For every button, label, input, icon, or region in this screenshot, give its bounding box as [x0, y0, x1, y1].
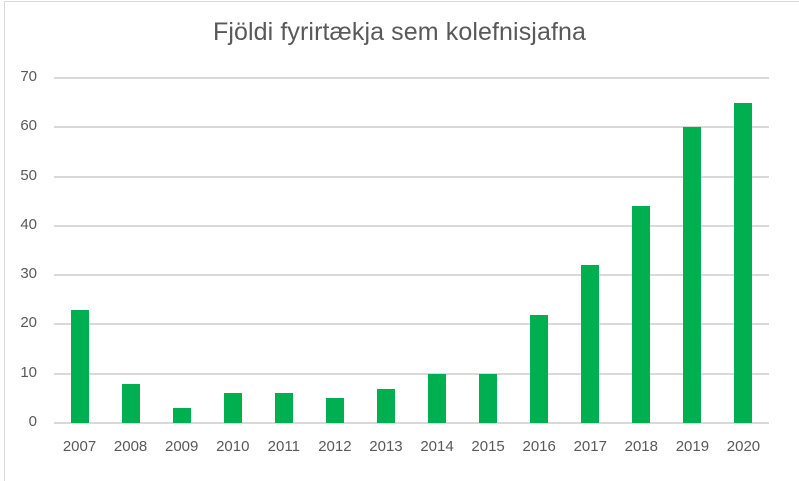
bar-2014: [428, 373, 447, 423]
x-tick-label: 2014: [420, 438, 454, 455]
y-tick-label: 40: [20, 215, 37, 233]
gridline: [54, 77, 769, 79]
x-tick-label: 2011: [267, 438, 300, 455]
bar-2017: [581, 265, 600, 423]
y-tick-label: 20: [20, 314, 37, 332]
bar-2010: [223, 393, 242, 423]
gridline: [54, 175, 769, 178]
bar-2016: [530, 314, 549, 423]
x-tick-label: 2007: [62, 438, 97, 455]
bar-2019: [683, 127, 702, 423]
gridline: [54, 224, 769, 227]
y-tick-label: 10: [20, 363, 37, 381]
y-tick-label: 50: [20, 166, 37, 184]
y-tick-label: 30: [20, 265, 37, 283]
gridline: [54, 126, 769, 129]
gridline: [54, 372, 769, 375]
bar-2012: [325, 398, 344, 423]
y-tick-label: 0: [28, 413, 37, 430]
x-tick-label: 2019: [675, 438, 710, 455]
bar-2018: [632, 206, 651, 423]
gridline: [54, 323, 769, 326]
y-tick-label: 60: [20, 117, 37, 135]
y-tick-label: 70: [20, 68, 37, 85]
x-tick-label: 2013: [369, 438, 403, 455]
bar-2008: [121, 383, 140, 423]
bar-2011: [274, 393, 293, 423]
bar-2009: [172, 408, 191, 423]
x-tick-label: 2020: [726, 438, 761, 455]
x-tick-label: 2008: [113, 438, 148, 455]
x-tick-label: 2016: [522, 438, 556, 455]
x-tick-label: 2012: [318, 438, 352, 455]
plot-area: [54, 77, 769, 424]
bar-2007: [70, 309, 89, 423]
x-tick-label: 2018: [624, 438, 658, 455]
bar-2013: [376, 388, 395, 423]
chart-title: Fjöldi fyrirtækja sem kolefnisjafna: [212, 18, 587, 46]
x-tick-label: 2010: [216, 438, 250, 455]
x-tick-label: 2017: [573, 438, 607, 455]
gridline: [54, 422, 769, 424]
chart-frame: [4, 1, 799, 481]
bar-2015: [479, 373, 498, 423]
bar-2020: [734, 102, 753, 423]
x-tick-label: 2009: [164, 438, 199, 455]
gridline: [54, 274, 769, 277]
x-tick-label: 2015: [471, 438, 505, 455]
